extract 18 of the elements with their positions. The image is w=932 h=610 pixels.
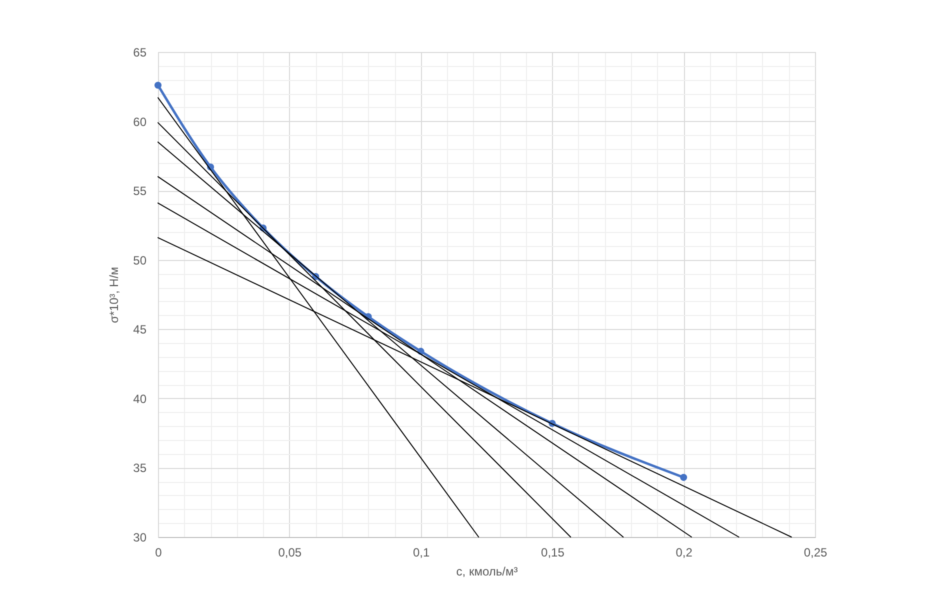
x-tick-label: 0,2 [676,546,693,560]
y-tick-label: 60 [133,114,147,129]
y-tick-label: 40 [133,392,147,406]
y-tick-label: 35 [133,461,147,476]
y-tick-label: 50 [133,253,147,268]
x-tick-label: 0,15 [541,546,565,560]
x-axis-title: c, кмоль/м³ [456,564,518,578]
x-tick-label: 0,1 [412,546,430,560]
y-tick-label: 55 [133,184,147,198]
y-tick-label: 30 [133,530,147,544]
y-tick-label: 65 [133,46,147,60]
point [680,474,688,481]
x-tick-label: 0,25 [804,546,828,560]
x-tick-label: 0,05 [278,546,302,560]
y-tick-label: 45 [133,322,147,337]
point [154,82,162,89]
y-axis-title: σ*10³, Н/м [107,266,122,324]
x-tick-label: 0 [155,546,162,560]
